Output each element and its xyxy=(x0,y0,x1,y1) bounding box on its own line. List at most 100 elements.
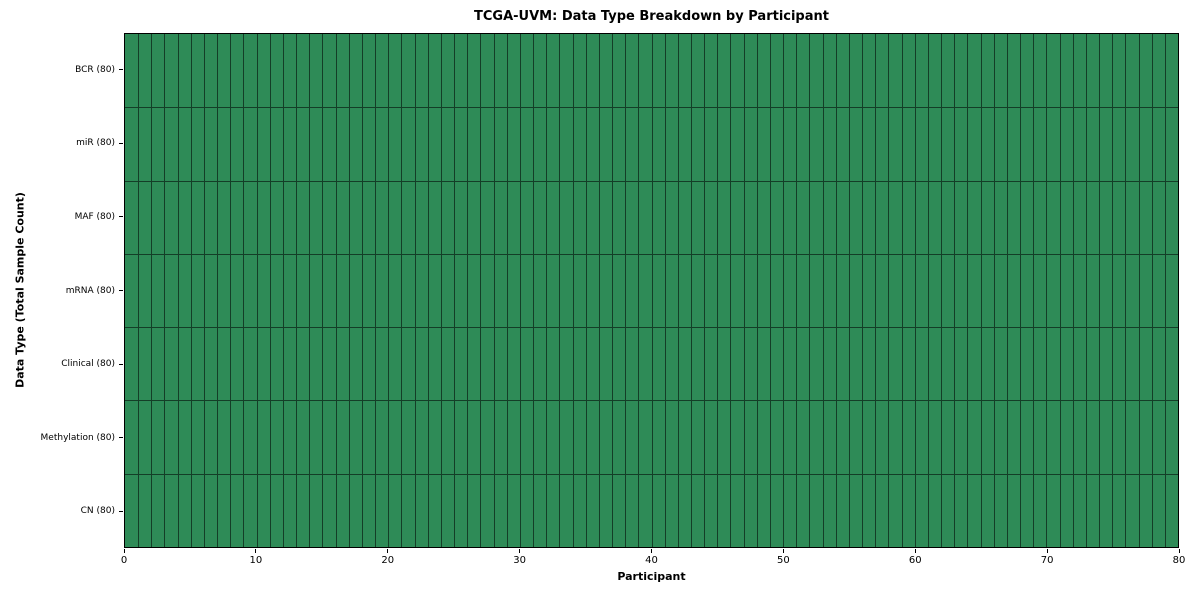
heatmap-cell xyxy=(980,107,994,181)
heatmap-cell xyxy=(914,473,928,547)
heatmap-cell xyxy=(348,107,362,181)
x-tick-label: 70 xyxy=(1040,555,1054,566)
heatmap-cell xyxy=(769,34,784,108)
heatmap-cell xyxy=(296,34,310,108)
chart-title: TCGA-UVM: Data Type Breakdown by Partici… xyxy=(474,9,829,24)
heatmap-cell xyxy=(743,253,757,328)
heatmap-cell xyxy=(875,253,889,328)
heatmap-cell xyxy=(1151,327,1165,401)
heatmap-cell xyxy=(941,253,955,328)
heatmap-cell xyxy=(783,180,797,254)
heatmap-cell xyxy=(690,180,705,254)
heatmap-cell xyxy=(454,327,468,401)
heatmap-cell xyxy=(1125,180,1139,254)
heatmap-cell xyxy=(835,107,849,181)
y-tick-label: miR (80) xyxy=(76,138,115,149)
heatmap-cell xyxy=(901,473,915,547)
heatmap-cell xyxy=(440,473,455,547)
heatmap-cell xyxy=(598,180,612,254)
heatmap-cell xyxy=(677,180,691,254)
heatmap-cell xyxy=(1112,400,1126,474)
heatmap-cell xyxy=(1099,400,1113,474)
heatmap-cell xyxy=(809,473,823,547)
heatmap-cell xyxy=(533,253,547,328)
heatmap-cell xyxy=(493,400,507,474)
x-tick-label: 40 xyxy=(645,555,658,566)
heatmap-cell xyxy=(269,327,283,401)
y-tick-mark xyxy=(119,69,123,71)
heatmap-cell xyxy=(572,473,586,547)
heatmap-cell xyxy=(612,473,626,547)
heatmap-cell xyxy=(282,34,297,108)
heatmap-cell xyxy=(151,400,165,474)
heatmap-cell xyxy=(1020,400,1034,474)
heatmap-cell xyxy=(1033,253,1047,328)
heatmap-cell xyxy=(1006,400,1021,474)
heatmap-cell xyxy=(335,400,349,474)
heatmap-cell xyxy=(690,253,705,328)
heatmap-cell xyxy=(335,473,349,547)
heatmap-cell xyxy=(414,253,428,328)
heatmap-cell xyxy=(1112,34,1126,108)
heatmap-cell xyxy=(901,34,915,108)
heatmap-cell xyxy=(822,400,836,474)
heatmap-cell xyxy=(401,107,415,181)
heatmap-cell xyxy=(704,400,718,474)
heatmap-cell xyxy=(704,327,718,401)
heatmap-cell xyxy=(190,180,204,254)
heatmap-cell xyxy=(927,473,942,547)
heatmap-cell xyxy=(756,327,770,401)
heatmap-cell xyxy=(980,34,994,108)
heatmap-cell xyxy=(1151,34,1165,108)
heatmap-cell xyxy=(796,400,810,474)
y-tick-label: Methylation (80) xyxy=(40,432,115,443)
heatmap-cell xyxy=(664,400,678,474)
heatmap-cell xyxy=(427,400,441,474)
heatmap-cell xyxy=(533,107,547,181)
heatmap-cell xyxy=(809,107,823,181)
heatmap-cell xyxy=(1085,327,1100,401)
heatmap-cell xyxy=(493,34,507,108)
heatmap-cell xyxy=(243,107,257,181)
heatmap-cell xyxy=(454,253,468,328)
x-tick-mark xyxy=(1178,549,1180,553)
heatmap-cell xyxy=(717,34,731,108)
heatmap-cell xyxy=(848,107,863,181)
heatmap-cell xyxy=(954,34,968,108)
heatmap-cell xyxy=(230,473,244,547)
heatmap-cell xyxy=(730,327,744,401)
heatmap-cell xyxy=(375,34,389,108)
heatmap-cell xyxy=(888,34,902,108)
heatmap-cell xyxy=(651,400,665,474)
heatmap-cell xyxy=(467,180,481,254)
heatmap-cell xyxy=(177,253,191,328)
heatmap-cell xyxy=(427,34,441,108)
heatmap-cell xyxy=(533,400,547,474)
heatmap-cell xyxy=(1020,180,1034,254)
heatmap-cell xyxy=(927,400,942,474)
heatmap-cell xyxy=(401,400,415,474)
heatmap-cell xyxy=(717,107,731,181)
heatmap-cell xyxy=(230,253,244,328)
heatmap-cell xyxy=(690,327,705,401)
heatmap-cell xyxy=(835,400,849,474)
heatmap-cell xyxy=(638,473,652,547)
heatmap-cell xyxy=(875,180,889,254)
heatmap-cell xyxy=(1099,473,1113,547)
heatmap-cell xyxy=(572,107,586,181)
heatmap-cell xyxy=(454,34,468,108)
heatmap-cell xyxy=(559,400,573,474)
heatmap-cell xyxy=(546,34,560,108)
x-tick-label: 60 xyxy=(908,555,922,566)
heatmap-cell xyxy=(361,473,376,547)
heatmap-cell xyxy=(1033,400,1047,474)
heatmap-cell xyxy=(572,253,586,328)
heatmap-cell xyxy=(414,400,428,474)
heatmap-cell xyxy=(835,180,849,254)
heatmap-cell xyxy=(1125,473,1139,547)
heatmap-cell xyxy=(480,327,494,401)
heatmap-cell xyxy=(1033,180,1047,254)
heatmap-cell xyxy=(282,327,297,401)
heatmap-cell xyxy=(980,473,994,547)
heatmap-cell xyxy=(690,400,705,474)
